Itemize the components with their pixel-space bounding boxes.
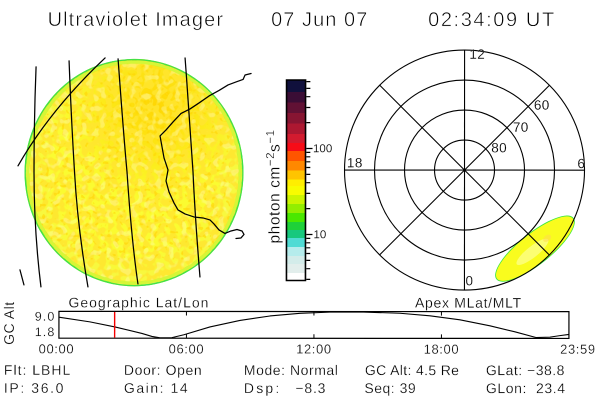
svg-text:1.8: 1.8 [35, 325, 56, 339]
svg-text:photon cm−2s−1: photon cm−2s−1 [265, 129, 284, 243]
svg-text:02:34:09 UT: 02:34:09 UT [428, 9, 556, 31]
svg-text:100: 100 [313, 143, 332, 155]
svg-text:Gain: 14: Gain: 14 [124, 380, 189, 396]
svg-text:0: 0 [465, 273, 473, 288]
svg-text:Ultraviolet Imager: Ultraviolet Imager [48, 9, 225, 31]
svg-text:70: 70 [513, 120, 529, 135]
svg-text:Door: Open: Door: Open [124, 362, 202, 378]
svg-text:80: 80 [491, 140, 507, 155]
svg-text:IP: 36.0: IP: 36.0 [4, 380, 65, 396]
svg-text:GC Alt: 4.5 Re: GC Alt: 4.5 Re [365, 362, 459, 378]
svg-text:60: 60 [534, 98, 550, 113]
svg-text:10: 10 [313, 229, 326, 241]
svg-text:GC Alt: GC Alt [1, 301, 17, 344]
svg-text:Flt: LBHL: Flt: LBHL [4, 362, 71, 378]
svg-text:12: 12 [469, 47, 485, 62]
svg-text:Mode: Normal: Mode: Normal [244, 362, 339, 378]
svg-text:Seq: 39: Seq: 39 [364, 380, 416, 396]
svg-text:−8.3: −8.3 [295, 380, 326, 396]
svg-text:GLat: −38.8: GLat: −38.8 [486, 362, 565, 378]
svg-text:Apex MLat/MLT: Apex MLat/MLT [415, 295, 522, 311]
svg-text:9.0: 9.0 [35, 310, 56, 324]
svg-text:18: 18 [347, 155, 363, 170]
svg-text:6: 6 [577, 156, 585, 171]
svg-text:Dsp:: Dsp: [244, 380, 282, 396]
svg-text:00:00: 00:00 [39, 341, 75, 356]
svg-text:18:00: 18:00 [424, 342, 460, 357]
svg-text:12:00: 12:00 [296, 341, 332, 356]
svg-text:07 Jun 07: 07 Jun 07 [271, 9, 368, 31]
svg-text:23:59: 23:59 [560, 342, 596, 357]
svg-text:Geographic Lat/Lon: Geographic Lat/Lon [68, 294, 209, 310]
svg-text:GLon: 23.4: GLon: 23.4 [486, 380, 566, 396]
svg-text:06:00: 06:00 [169, 341, 205, 356]
